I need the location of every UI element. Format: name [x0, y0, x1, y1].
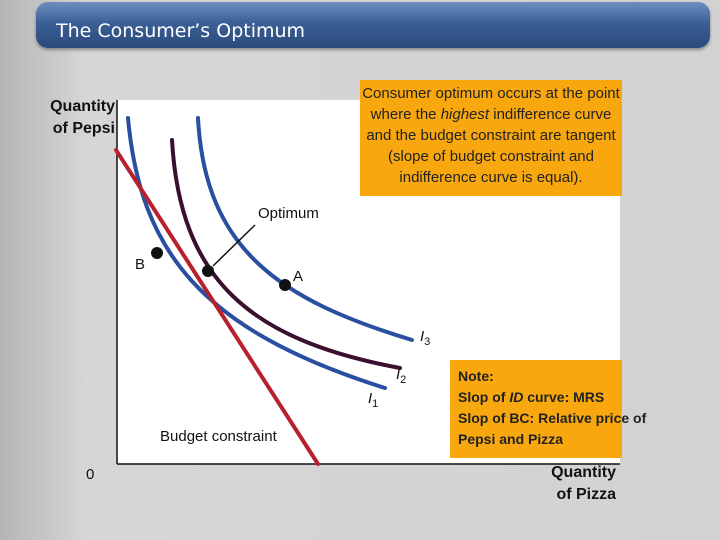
- note-line2-emphasis: ID: [509, 389, 524, 405]
- note-line3: Slop of BC: Relative price of: [458, 410, 647, 426]
- point-a-label: A: [293, 268, 304, 285]
- callout-line5: indifference curve is equal).: [399, 169, 583, 186]
- i3-label: I3: [420, 328, 430, 348]
- x-axis-label-line2: of Pizza: [556, 486, 616, 503]
- y-axis-label: Quantity of Pepsi: [10, 96, 115, 140]
- budget-constraint-label: Budget constraint: [160, 428, 277, 445]
- origin-label: 0: [86, 466, 95, 483]
- x-axis-label-line1: Quantity: [551, 464, 616, 481]
- note-line4: Pepsi and Pizza: [458, 431, 564, 447]
- i1-letter: I: [368, 390, 373, 407]
- title-bar: [36, 2, 710, 48]
- i2-subscript: 2: [400, 374, 407, 386]
- budget-constraint-line: [114, 148, 320, 466]
- i1-label: I1: [368, 390, 378, 410]
- optimum-pointer: [212, 224, 256, 267]
- x-axis-label: Quantity of Pizza: [515, 462, 616, 506]
- i3-letter: I: [420, 328, 425, 345]
- callout-line1: Consumer optimum occurs at the point: [362, 85, 620, 102]
- callout-line3: and the budget constraint are tangent: [366, 127, 616, 144]
- note-box: Note: Slop of ID curve: MRS Slop of BC: …: [450, 360, 647, 458]
- optimum-callout: Consumer optimum occurs at the point whe…: [360, 80, 622, 196]
- indifference-curve-i3: [196, 116, 414, 342]
- i2-label: I2: [396, 366, 406, 386]
- callout-line2-post: indifference curve: [489, 106, 612, 123]
- i3-subscript: 3: [424, 336, 431, 348]
- callout-line2-pre: where the: [370, 106, 441, 123]
- i2-letter: I: [396, 366, 401, 383]
- callout-line4: (slope of budget constraint and: [388, 148, 594, 165]
- note-line2: Slop of ID curve: MRS: [458, 387, 622, 408]
- slide-title: The Consumer’s Optimum: [56, 20, 306, 42]
- callout-line2-emphasis: highest: [440, 106, 490, 123]
- note-line2-pre: Slop of: [458, 389, 510, 405]
- y-axis-label-line2: of Pepsi: [52, 120, 115, 137]
- callout-line2: where the highest indifference curve: [360, 104, 622, 125]
- point-b-marker: [151, 247, 163, 259]
- indifference-curve-i1: [126, 116, 387, 390]
- optimum-label: Optimum: [258, 205, 319, 222]
- point-a-marker: [279, 279, 291, 291]
- note-line1: Note:: [458, 368, 494, 384]
- i1-subscript: 1: [372, 398, 379, 410]
- y-axis-label-line1: Quantity: [50, 98, 115, 115]
- note-line2-post: curve: MRS: [523, 389, 605, 405]
- point-b-label: B: [135, 256, 146, 273]
- optimum-point-marker: [202, 265, 214, 277]
- indifference-curve-i2: [170, 138, 402, 370]
